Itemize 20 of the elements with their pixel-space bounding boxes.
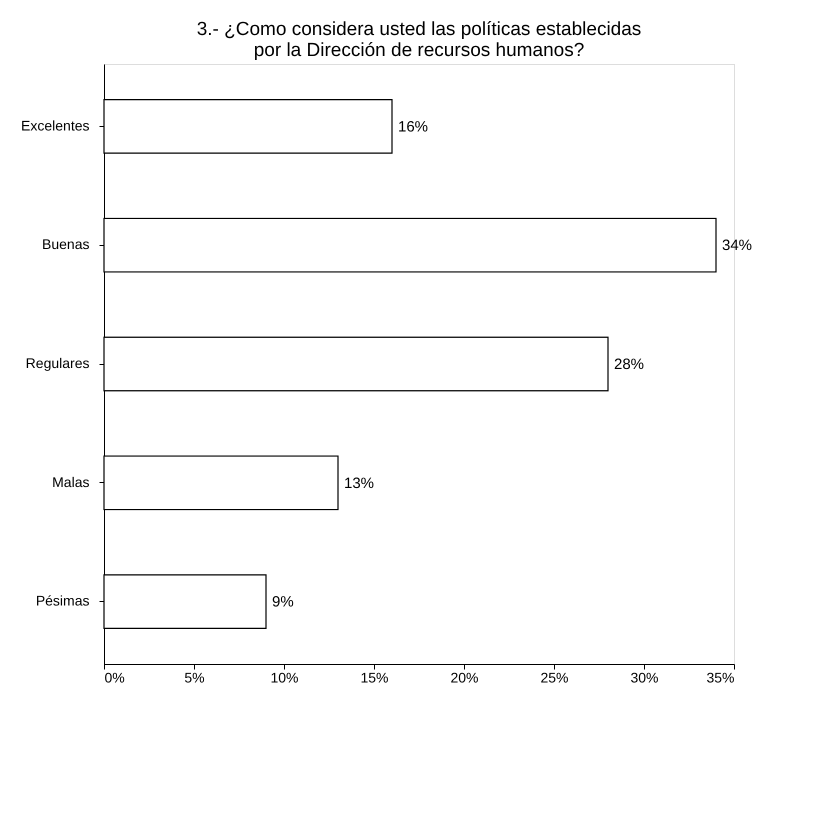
y-tick-label: Excelentes xyxy=(21,117,90,134)
x-tick-label: 15% xyxy=(360,670,389,686)
data-label: 16% xyxy=(398,118,428,136)
x-tick-label: 10% xyxy=(270,670,299,686)
x-tick-label: 0% xyxy=(104,670,125,686)
y-tick-label: Pésimas xyxy=(36,592,90,609)
data-label: 13% xyxy=(344,474,374,492)
text: 3.- ¿Como considera usted las políticas establecidas xyxy=(196,19,642,40)
x-tick-label: 20% xyxy=(450,670,479,686)
data-label: 28% xyxy=(614,356,644,373)
y-tick-label: Buenas xyxy=(42,236,90,252)
x-tick-label: 30% xyxy=(630,670,659,686)
x-tick-label: 5% xyxy=(184,670,205,686)
text: por la Dirección de recursos humanos? xyxy=(254,40,584,61)
x-tick-label: 25% xyxy=(540,670,569,686)
x-tick-label: 35% xyxy=(706,670,734,686)
y-tick-label: Malas xyxy=(52,474,90,490)
y-tick-label: Regulares xyxy=(26,355,90,371)
data-label: 9% xyxy=(272,594,294,611)
data-label: 34% xyxy=(722,237,752,254)
